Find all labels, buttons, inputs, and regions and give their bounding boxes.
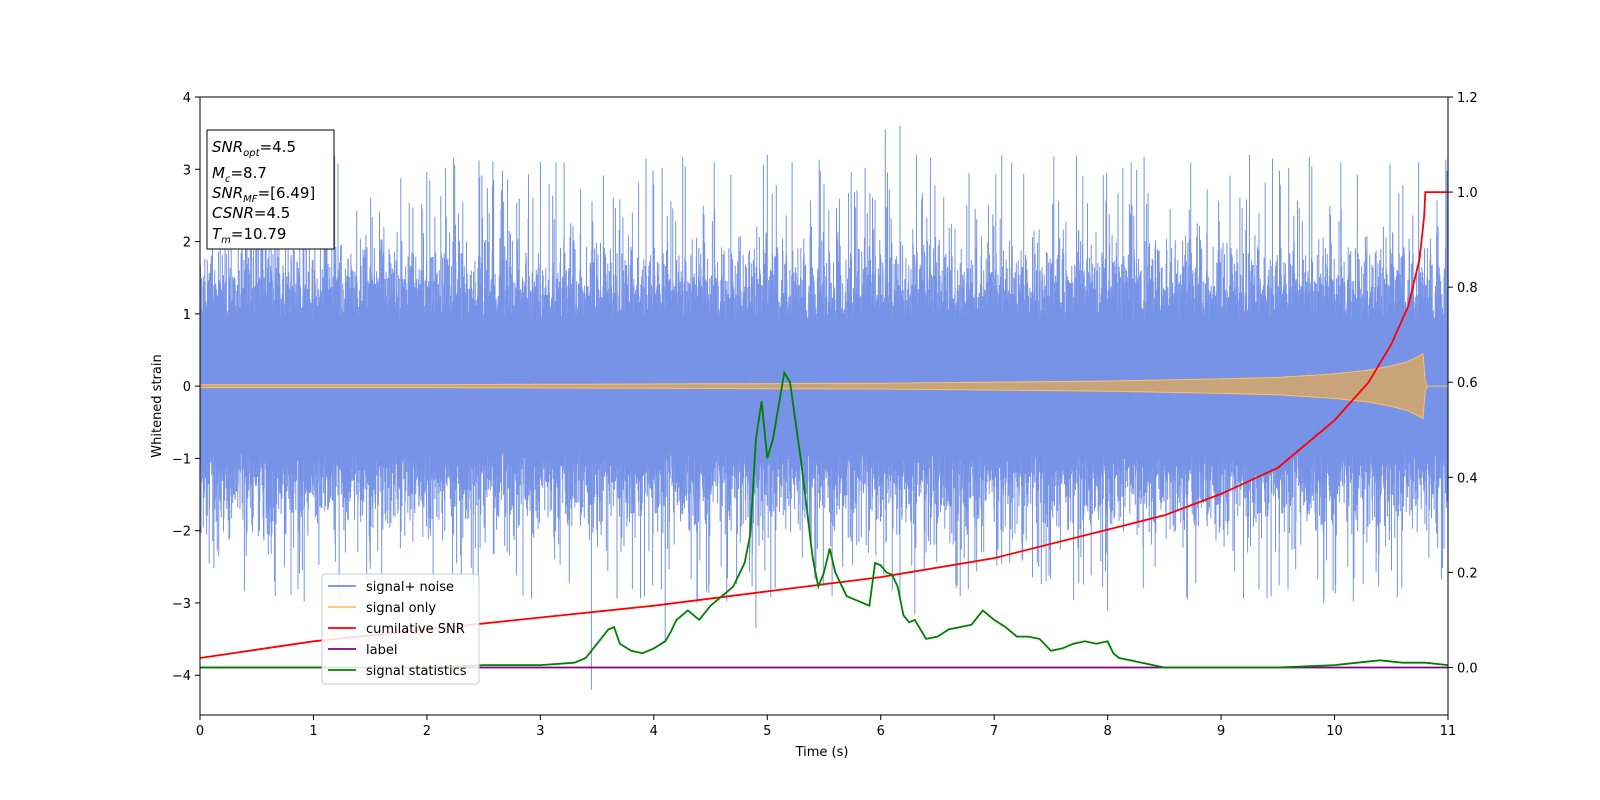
signal-only-envelope (200, 352, 1448, 420)
y-tick-label: 2 (183, 236, 191, 251)
y-right-tick-label: 0.2 (1457, 566, 1478, 581)
x-tick-label: 6 (877, 724, 885, 739)
info-tm: Tm=10.79 (212, 225, 286, 246)
legend-label-signal-plus-noise: signal+ noise (366, 580, 454, 595)
y-right-tick-label: 0.6 (1457, 376, 1478, 391)
y-right-tick-label: 0.0 (1457, 661, 1478, 676)
x-tick-label: 0 (196, 724, 204, 739)
x-tick-label: 3 (536, 724, 544, 739)
plot-frame (199, 96, 1449, 716)
info-mc: Mc=8.7 (212, 164, 267, 185)
y-axis-label: Whitened strain (150, 354, 165, 457)
y-tick-label: −2 (172, 525, 191, 540)
x-tick-label: 11 (1440, 724, 1457, 739)
legend-label-label: label (366, 643, 397, 658)
legend-label-cumulative-snr: cumilative SNR (366, 622, 465, 637)
x-axis-ticks: 0 1 2 3 4 5 6 7 8 9 10 11 (196, 715, 1456, 739)
series-signal-only (200, 352, 1448, 420)
y-right-tick-label: 1.2 (1457, 91, 1478, 106)
y-right-tick-label: 0.8 (1457, 281, 1478, 296)
x-tick-label: 5 (763, 724, 771, 739)
y-right-tick-label: 0.4 (1457, 471, 1478, 486)
x-tick-label: 8 (1103, 724, 1111, 739)
info-snr-opt: SNRopt=4.5 (212, 138, 296, 159)
series-signal-statistics-line (200, 370, 1448, 669)
legend: signal+ noise signal only cumilative SNR… (321, 573, 480, 685)
y-tick-label: 3 (183, 163, 191, 178)
x-tick-label: 4 (650, 724, 658, 739)
y-tick-label: 1 (183, 308, 191, 323)
legend-frame (321, 573, 480, 685)
x-tick-label: 10 (1326, 724, 1343, 739)
y-tick-label: −4 (172, 669, 191, 684)
y-tick-label: −3 (172, 597, 191, 612)
y-tick-label: −1 (172, 452, 191, 467)
x-axis-label: Time (s) (795, 745, 849, 760)
x-tick-label: 2 (423, 724, 431, 739)
info-csnr: CSNR=4.5 (212, 204, 290, 222)
y-right-tick-label: 1.0 (1457, 186, 1478, 201)
info-box: SNRopt=4.5 Mc=8.7 SNRMF=[6.49] CSNR=4.5 … (206, 129, 335, 250)
plot-area (200, 125, 1448, 690)
x-tick-label: 7 (990, 724, 998, 739)
y-tick-label: 4 (183, 91, 191, 106)
y-axis-left-ticks: −4 −3 −2 −1 0 1 2 3 4 (172, 91, 200, 684)
x-tick-label: 9 (1217, 724, 1225, 739)
legend-label-signal-only: signal only (366, 601, 436, 616)
series-cumulative-snr-line (200, 191, 1448, 659)
info-snr-mf: SNRMF=[6.49] (212, 184, 315, 205)
x-tick-label: 1 (309, 724, 317, 739)
legend-label-signal-statistics: signal statistics (366, 664, 467, 679)
y-tick-label: 0 (183, 380, 191, 395)
y-axis-right-ticks: 0.0 0.2 0.4 0.6 0.8 1.0 1.2 (1448, 91, 1478, 676)
info-box-frame (206, 129, 335, 250)
